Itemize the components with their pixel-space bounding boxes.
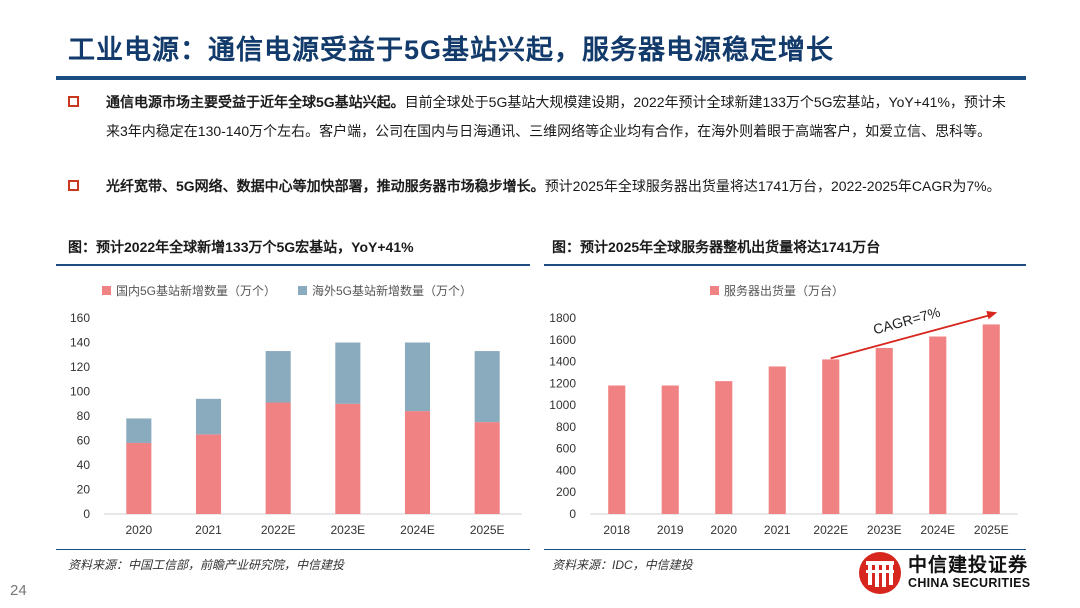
bar-secondary (335, 342, 361, 404)
citic-emblem-icon (859, 552, 901, 594)
bar-primary (404, 411, 431, 514)
bar-primary (982, 324, 1000, 514)
y-tick-label: 800 (556, 420, 576, 434)
legend-swatch (710, 286, 719, 295)
bar-primary (875, 347, 893, 514)
x-tick-label: 2021 (764, 523, 791, 537)
left-source-note: 资料来源：中国工信部，前瞻产业研究院，中信建投 (68, 558, 345, 572)
x-tick-label: 2020 (710, 523, 737, 537)
y-tick-label: 0 (83, 507, 90, 521)
left-figure-title: 图：预计2022年全球新增133万个5G宏基站，YoY+41% (68, 239, 414, 255)
y-tick-label: 160 (70, 311, 90, 325)
bar-primary (608, 385, 626, 514)
bar-primary (768, 366, 786, 514)
cagr-arrow-head (986, 310, 998, 320)
bar-primary (474, 422, 500, 514)
bar-secondary (195, 398, 222, 435)
legend-label: 国内5G基站新增数量（万个） (116, 283, 276, 298)
logo-english-name: CHINA SECURITIES (908, 576, 1031, 590)
x-tick-label: 2022E (261, 523, 296, 537)
y-tick-label: 60 (77, 434, 91, 448)
right-figure-rule (544, 264, 1026, 266)
bullet-1: 通信电源市场主要受益于近年全球5G基站兴起。目前全球处于5G基站大规模建设期，2… (68, 88, 1008, 146)
x-tick-label: 2024E (400, 523, 435, 537)
y-tick-label: 100 (70, 385, 90, 399)
legend-label: 海外5G基站新增数量（万个） (312, 283, 472, 298)
bar-primary (126, 442, 152, 514)
bullet-2-body: 预计2025年全球服务器出货量将达1741万台，2022-2025年CAGR为7… (544, 178, 1001, 194)
y-tick-label: 1000 (549, 398, 576, 412)
bullet-1-body: 目前全球处于5G基站大规模建设期，2022年预计全球新建133万个5G宏基站，Y… (106, 94, 1006, 139)
title-rule (56, 76, 1026, 80)
x-tick-label: 2025E (470, 523, 505, 537)
y-tick-label: 1600 (549, 333, 576, 347)
bullet-1-lead: 通信电源市场主要受益于近年全球5G基站兴起。 (106, 94, 405, 110)
right-bottom-rule (544, 549, 1026, 550)
bullet-square-icon (68, 180, 79, 191)
y-tick-label: 80 (77, 409, 91, 423)
bar-primary (715, 381, 733, 514)
bullet-square-icon (68, 96, 79, 107)
x-tick-label: 2023E (330, 523, 365, 537)
bullet-2: 光纤宽带、5G网络、数据中心等加快部署，推动服务器市场稳步增长。预计2025年全… (68, 172, 1008, 201)
bar-secondary (404, 342, 431, 412)
bar-primary (195, 434, 222, 514)
china-securities-logo: 中信建投证券 CHINA SECURITIES (855, 548, 1035, 598)
left-figure-rule (56, 264, 530, 266)
y-tick-label: 400 (556, 463, 576, 477)
page-number: 24 (10, 582, 27, 599)
y-tick-label: 600 (556, 442, 576, 456)
page-title: 工业电源：通信电源受益于5G基站兴起，服务器电源稳定增长 (68, 35, 835, 65)
x-tick-label: 2020 (125, 523, 152, 537)
x-tick-label: 2023E (867, 523, 902, 537)
y-tick-label: 20 (77, 483, 91, 497)
y-tick-label: 1400 (549, 355, 576, 369)
cagr-arrow-line (830, 314, 990, 360)
bullet-1-text: 通信电源市场主要受益于近年全球5G基站兴起。目前全球处于5G基站大规模建设期，2… (106, 88, 1008, 146)
y-tick-label: 1800 (549, 311, 576, 325)
legend-swatch (298, 286, 307, 295)
x-tick-label: 2018 (603, 523, 630, 537)
x-tick-label: 2024E (920, 523, 955, 537)
bullet-2-lead: 光纤宽带、5G网络、数据中心等加快部署，推动服务器市场稳步增长。 (106, 178, 545, 194)
left-bottom-rule (56, 549, 530, 550)
bar-primary (335, 403, 361, 514)
bar-secondary (265, 351, 291, 403)
legend-label: 服务器出货量（万台） (724, 283, 844, 298)
x-tick-label: 2022E (813, 523, 848, 537)
bar-secondary (126, 418, 152, 443)
y-tick-label: 40 (77, 458, 91, 472)
y-tick-label: 120 (70, 360, 90, 374)
cagr-annotation: CAGR=7% (871, 304, 942, 338)
right-source-note: 资料来源：IDC，中信建投 (552, 558, 693, 572)
bar-secondary (474, 351, 500, 423)
bar-primary (822, 359, 840, 514)
y-tick-label: 200 (556, 485, 576, 499)
x-tick-label: 2025E (974, 523, 1009, 537)
bar-primary (929, 336, 947, 514)
bullet-2-text: 光纤宽带、5G网络、数据中心等加快部署，推动服务器市场稳步增长。预计2025年全… (106, 172, 1008, 201)
y-tick-label: 0 (569, 507, 576, 521)
right-figure-title: 图：预计2025年全球服务器整机出货量将达1741万台 (552, 239, 881, 255)
y-tick-label: 140 (70, 336, 90, 350)
right-bar-chart: 0 200 400 600 800 1000 1200 1400 1600 1800 服务器出货量（… (549, 283, 1018, 537)
logo-chinese-name: 中信建投证券 (908, 555, 1029, 576)
x-tick-label: 2019 (657, 523, 684, 537)
bar-primary (661, 385, 679, 514)
y-tick-label: 1200 (549, 376, 576, 390)
left-stacked-bar-chart: 0 20 40 60 80 100 120 140 160 国内5G基站新增数量（万个） 海外5G基… (70, 283, 522, 537)
bar-primary (265, 402, 291, 514)
legend-swatch (102, 286, 111, 295)
x-tick-label: 2021 (195, 523, 222, 537)
